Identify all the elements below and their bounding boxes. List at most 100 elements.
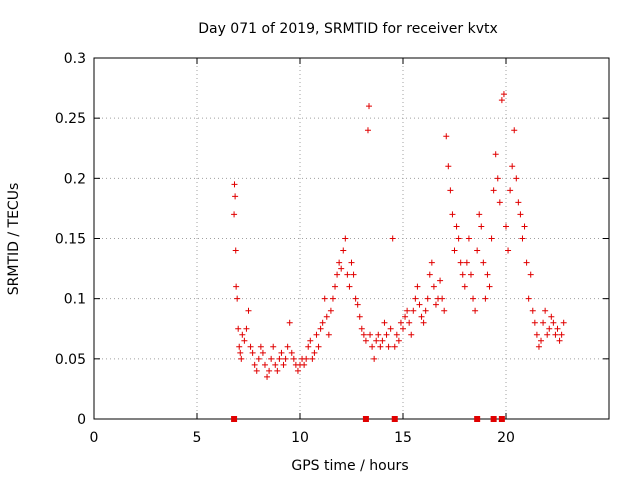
data-point — [500, 91, 507, 98]
data-point — [478, 223, 485, 230]
data-point — [459, 271, 466, 278]
axis-mark — [362, 416, 369, 422]
data-point — [546, 325, 553, 332]
data-point — [369, 343, 376, 350]
data-point — [385, 343, 392, 350]
data-point — [542, 307, 549, 314]
data-point — [294, 367, 301, 374]
data-point — [482, 295, 489, 302]
data-point — [507, 187, 514, 194]
data-point — [486, 283, 493, 290]
data-point — [334, 271, 341, 278]
data-point — [441, 307, 448, 314]
data-point — [232, 247, 239, 254]
data-point — [389, 235, 396, 242]
data-point — [472, 307, 479, 314]
data-point — [480, 259, 487, 266]
data-point — [276, 355, 283, 362]
data-point — [268, 355, 275, 362]
data-point — [521, 223, 528, 230]
data-point — [243, 325, 250, 332]
data-point — [383, 331, 390, 338]
data-point — [338, 265, 345, 272]
data-point — [367, 331, 374, 338]
data-point — [424, 295, 431, 302]
data-point — [535, 343, 542, 350]
y-tick-label: 0.15 — [55, 232, 86, 248]
data-point — [235, 325, 242, 332]
data-point — [529, 307, 536, 314]
data-point — [233, 283, 240, 290]
data-point — [236, 343, 243, 350]
data-point — [451, 247, 458, 254]
data-point — [420, 319, 427, 326]
data-points — [231, 91, 567, 380]
data-point — [538, 337, 545, 344]
data-point — [404, 307, 411, 314]
y-axis-label: SRMTID / TECUs — [6, 183, 22, 296]
data-point — [332, 283, 339, 290]
data-point — [239, 331, 246, 338]
grid — [94, 58, 609, 419]
data-point — [402, 313, 409, 320]
data-point — [387, 325, 394, 332]
axis-mark — [490, 416, 497, 422]
data-point — [270, 343, 277, 350]
data-point — [344, 271, 351, 278]
data-point — [288, 349, 295, 356]
data-point — [406, 319, 413, 326]
data-point — [255, 355, 262, 362]
chart-title: Day 071 of 2019, SRMTID for receiver kvt… — [198, 21, 498, 37]
data-point — [274, 367, 281, 374]
axis-mark — [391, 416, 398, 422]
data-point — [523, 259, 530, 266]
y-tick-label: 0.3 — [64, 51, 86, 67]
data-point — [327, 307, 334, 314]
data-point — [467, 271, 474, 278]
data-point — [494, 175, 501, 182]
data-point — [474, 247, 481, 254]
data-point — [266, 367, 273, 374]
data-point — [238, 355, 245, 362]
data-point — [517, 211, 524, 218]
data-point — [340, 247, 347, 254]
data-point — [470, 295, 477, 302]
data-point — [556, 337, 563, 344]
data-point — [432, 301, 439, 308]
data-point — [418, 313, 425, 320]
data-point — [447, 187, 454, 194]
data-point — [371, 355, 378, 362]
data-point — [560, 319, 567, 326]
y-tick-label: 0.25 — [55, 111, 86, 127]
data-point — [364, 127, 371, 134]
axis-marks — [231, 416, 505, 422]
x-tick-label: 5 — [193, 430, 202, 446]
data-point — [527, 271, 534, 278]
x-tick-label: 15 — [394, 430, 412, 446]
data-point — [379, 337, 386, 344]
y-tick-label: 0.1 — [64, 292, 86, 308]
data-point — [282, 355, 289, 362]
data-point — [548, 313, 555, 320]
data-point — [381, 319, 388, 326]
data-point — [519, 235, 526, 242]
data-point — [348, 259, 355, 266]
data-point — [377, 343, 384, 350]
y-axis: 0 0.05 0.1 0.15 0.2 0.25 0.3 — [55, 51, 609, 428]
data-point — [490, 187, 497, 194]
data-point — [461, 283, 468, 290]
x-tick-label: 20 — [497, 430, 515, 446]
data-point — [261, 361, 268, 368]
x-tick-label: 10 — [291, 430, 309, 446]
data-point — [531, 319, 538, 326]
data-point — [445, 163, 452, 170]
data-point — [342, 235, 349, 242]
data-point — [231, 211, 238, 218]
data-point — [511, 127, 518, 134]
data-point — [366, 103, 373, 110]
data-point — [307, 337, 314, 344]
data-point — [234, 295, 241, 302]
data-point — [315, 343, 322, 350]
data-point — [416, 301, 423, 308]
